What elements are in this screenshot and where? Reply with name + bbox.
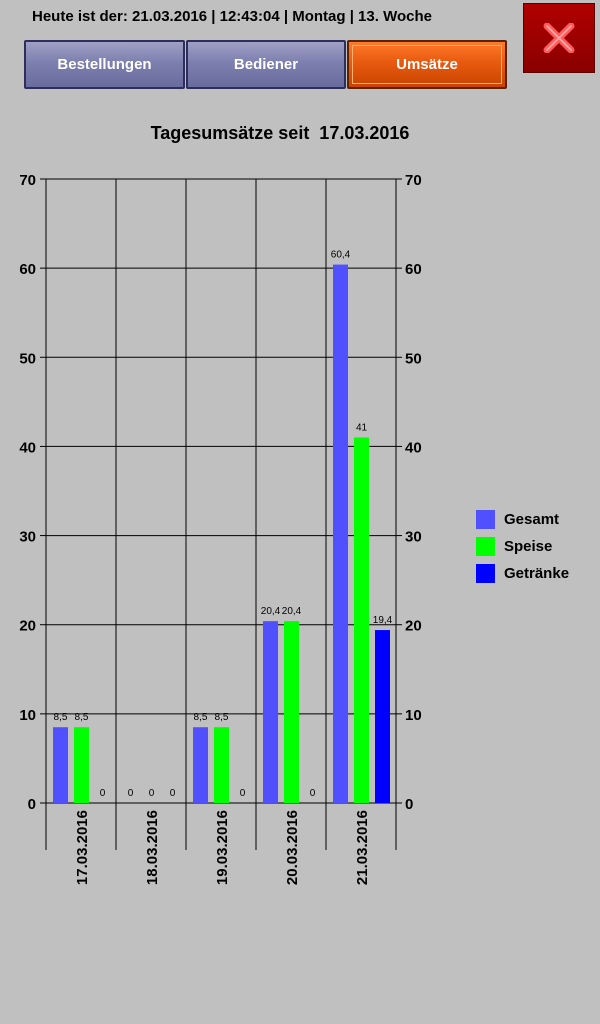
y-tick-label-left: 50 xyxy=(19,350,36,367)
legend-swatch-speise xyxy=(476,536,495,556)
y-tick-label-right: 70 xyxy=(405,172,422,189)
legend-swatch-gesamt xyxy=(476,509,495,529)
close-button[interactable] xyxy=(523,3,595,73)
bar-speise xyxy=(354,437,369,803)
bar-getränke xyxy=(375,630,390,803)
y-tick-label-left: 40 xyxy=(19,439,36,456)
bar-gesamt xyxy=(193,727,208,803)
bar-value-label: 8,5 xyxy=(75,712,89,723)
bar-speise xyxy=(214,727,229,803)
bar-value-label: 0 xyxy=(240,788,246,799)
bar-value-label: 20,4 xyxy=(282,606,302,617)
bar-value-label: 20,4 xyxy=(261,606,281,617)
bar-value-label: 8,5 xyxy=(215,712,229,723)
y-tick-label-right: 30 xyxy=(405,529,422,546)
bar-value-label: 0 xyxy=(100,788,106,799)
legend-label: Speise xyxy=(504,537,553,555)
legend-item-gesamt: Gesamt xyxy=(476,509,559,529)
bar-speise xyxy=(74,727,89,803)
x-tick-label: 19.03.2016 xyxy=(214,810,231,885)
tab-label: Umsätze xyxy=(396,56,458,73)
y-tick-label-right: 10 xyxy=(405,707,422,724)
y-tick-label-right: 40 xyxy=(405,439,422,456)
bar-speise xyxy=(284,621,299,803)
y-tick-label-left: 10 xyxy=(19,707,36,724)
bar-gesamt xyxy=(53,727,68,803)
y-tick-label-left: 60 xyxy=(19,261,36,278)
bar-value-label: 0 xyxy=(170,788,176,799)
bar-value-label: 41 xyxy=(356,423,368,434)
bar-value-label: 8,5 xyxy=(194,712,208,723)
legend-item-speise: Speise xyxy=(476,536,552,556)
y-tick-label-left: 30 xyxy=(19,529,36,546)
y-tick-label-left: 20 xyxy=(19,618,36,635)
bar-gesamt xyxy=(263,621,278,803)
y-tick-label-right: 60 xyxy=(405,261,422,278)
tab-umsaetze[interactable]: Umsätze xyxy=(347,40,507,89)
x-tick-label: 18.03.2016 xyxy=(144,810,161,885)
bar-value-label: 0 xyxy=(128,788,134,799)
legend-label: Gesamt xyxy=(504,510,560,528)
tab-label: Bestellungen xyxy=(57,56,152,73)
bar-value-label: 0 xyxy=(310,788,316,799)
x-tick-label: 21.03.2016 xyxy=(354,810,371,885)
tab-focus-border xyxy=(352,45,502,84)
legend-swatch-getraenke xyxy=(476,563,495,583)
close-x-icon xyxy=(543,23,575,53)
legend-label: Getränke xyxy=(504,564,570,582)
y-tick-label-right: 50 xyxy=(405,350,422,367)
y-tick-label-left: 70 xyxy=(19,172,36,189)
legend-item-getraenke: Getränke xyxy=(476,563,569,583)
y-tick-label-right: 0 xyxy=(405,796,413,813)
chart-title: Tagesumsätze seit 17.03.2016 xyxy=(151,123,410,143)
bar-value-label: 60,4 xyxy=(331,250,351,261)
y-tick-label-left: 0 xyxy=(28,796,36,813)
bar-gesamt xyxy=(333,264,348,803)
x-tick-label: 20.03.2016 xyxy=(284,810,301,885)
tab-bestellungen[interactable]: Bestellungen xyxy=(24,40,185,89)
date-time-info: Heute ist der: 21.03.2016 | 12:43:04 | M… xyxy=(32,8,432,25)
x-tick-label: 17.03.2016 xyxy=(74,810,91,885)
tab-label: Bediener xyxy=(233,56,299,73)
bar-value-label: 8,5 xyxy=(54,712,68,723)
tab-bediener[interactable]: Bediener xyxy=(186,40,346,89)
bar-value-label: 19,4 xyxy=(373,615,393,626)
y-tick-label-right: 20 xyxy=(405,618,422,635)
bar-value-label: 0 xyxy=(149,788,155,799)
